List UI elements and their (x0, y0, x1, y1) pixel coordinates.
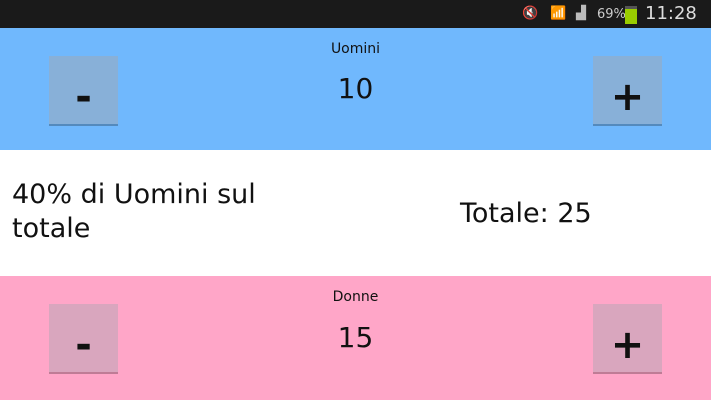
women-increment-button[interactable]: + (593, 304, 662, 372)
women-panel: Donne 15 - + (0, 276, 711, 400)
women-count: 15 (337, 321, 374, 354)
women-decrement-button[interactable]: - (49, 304, 118, 372)
women-label: Donne (332, 289, 379, 305)
wifi-icon: 📶 (550, 6, 567, 21)
status-bar: 🔇 📶 ▟ 69% 11:28 (0, 0, 711, 28)
men-panel: Uomini 10 - + (0, 28, 711, 150)
men-count: 10 (337, 72, 374, 105)
battery-icon (625, 6, 637, 24)
men-decrement-button[interactable]: - (49, 56, 118, 124)
men-label: Uomini (330, 41, 381, 57)
men-percentage-text: 40% di Uomini sul totale (12, 179, 256, 244)
signal-icon: ▟ (576, 6, 586, 21)
clock: 11:28 (645, 3, 697, 24)
men-increment-button[interactable]: + (593, 56, 662, 124)
mute-icon: 🔇 (522, 6, 539, 21)
summary-panel: 40% di Uomini sul totale Totale: 25 (0, 150, 711, 276)
total-text: Totale: 25 (460, 198, 592, 229)
battery-percent: 69% (597, 7, 626, 22)
